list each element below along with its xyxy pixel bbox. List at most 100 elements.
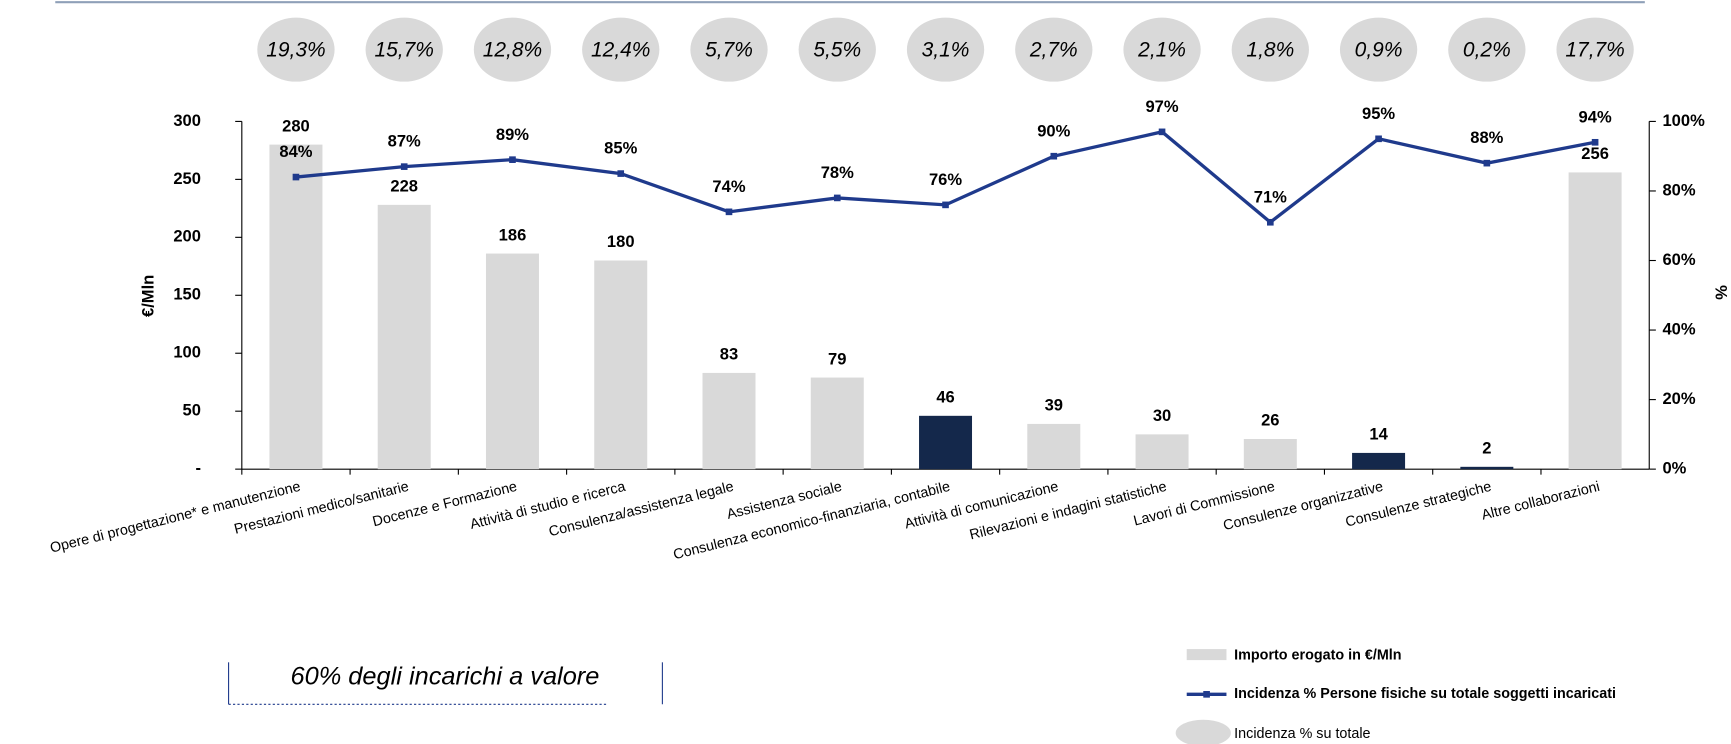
bubble — [582, 17, 660, 82]
line-marker — [942, 201, 949, 209]
line-label: 76% — [929, 170, 962, 189]
y-tick-label: 50 — [183, 401, 201, 420]
bar-label: 256 — [1581, 144, 1609, 163]
bar-label: 228 — [390, 177, 418, 196]
bubble — [1015, 17, 1093, 82]
line-label: 85% — [604, 139, 637, 158]
legend-swatch — [1175, 719, 1231, 744]
bar — [810, 377, 864, 470]
y-tick-label: - — [195, 459, 201, 478]
bubble — [365, 17, 443, 82]
bar — [1352, 452, 1406, 470]
bubble-label: 1,8% — [1246, 38, 1294, 61]
bar — [702, 372, 756, 470]
bubble — [1556, 17, 1634, 82]
bar-label: 46 — [936, 388, 954, 407]
bubble — [1231, 17, 1309, 82]
line-label: 94% — [1579, 107, 1612, 126]
legend-swatch — [1186, 649, 1227, 661]
legend-marker — [1203, 691, 1210, 698]
y-tick-label: 250 — [173, 169, 201, 188]
bar-label: 2 — [1482, 439, 1491, 458]
legend-label: Importo erogato in €/Mln — [1234, 647, 1401, 663]
bar — [1460, 466, 1514, 470]
line-marker — [1591, 138, 1599, 146]
bar — [1027, 423, 1081, 470]
bar — [269, 144, 323, 470]
line-marker — [1050, 152, 1058, 160]
y-tick-label: 300 — [173, 111, 201, 130]
bubble-label: 5,5% — [813, 38, 861, 61]
y2-tick-label: 60% — [1662, 250, 1695, 269]
bar-label: 26 — [1261, 411, 1279, 430]
annotation: 60% degli incarichi a valore — [290, 662, 599, 690]
bubble-label: 19,3% — [266, 38, 325, 61]
line-label: 74% — [712, 177, 745, 196]
bubble-label: 15,7% — [374, 38, 433, 61]
x-tick-label: Consulenza/assistenza legale — [547, 479, 735, 540]
line-label: 88% — [1470, 128, 1503, 147]
bar — [485, 253, 539, 470]
bar-label: 83 — [720, 345, 738, 364]
line-marker — [1267, 218, 1274, 226]
line-marker — [617, 170, 625, 177]
bubble-label: 3,1% — [922, 38, 970, 61]
bar-label: 280 — [282, 116, 310, 135]
y-axis-label: €/Mln — [138, 275, 157, 317]
line-marker — [292, 173, 300, 181]
bubble-label: 0,9% — [1355, 38, 1403, 61]
bubble-label: 0,2% — [1463, 38, 1511, 61]
bubble-label: 2,1% — [1137, 38, 1186, 61]
bar — [1135, 434, 1189, 470]
y2-tick-label: 0% — [1662, 459, 1686, 478]
bubble-label: 2,7% — [1029, 38, 1078, 61]
y2-axis-label: % — [1712, 285, 1731, 300]
line-marker — [1483, 159, 1491, 167]
y2-tick-label: 100% — [1662, 111, 1705, 130]
bubble — [906, 17, 985, 82]
line-marker — [1375, 135, 1382, 143]
line-label: 78% — [821, 163, 854, 182]
bubble-label: 12,8% — [483, 38, 542, 61]
bubble-label: 5,7% — [705, 38, 753, 61]
y-tick-label: 100 — [173, 343, 201, 362]
line-marker — [509, 156, 516, 163]
bar-label: 14 — [1369, 425, 1388, 444]
line-label: 71% — [1254, 187, 1287, 206]
legend-label: Incidenza % su totale — [1234, 726, 1370, 742]
line-label: 95% — [1362, 104, 1395, 123]
line-label: 84% — [279, 142, 312, 161]
bar-label: 79 — [828, 349, 846, 368]
legend-label: Incidenza % Persone fisiche su totale so… — [1234, 686, 1616, 702]
y-tick-label: 200 — [173, 227, 201, 246]
bubble — [257, 17, 335, 82]
bubble — [798, 17, 876, 82]
bubble-label: 17,7% — [1565, 38, 1624, 61]
x-tick-label: Rilevazioni e indagini statistiche — [968, 479, 1168, 544]
bubble — [1448, 17, 1526, 82]
bar — [594, 260, 648, 470]
line-marker — [1158, 128, 1166, 136]
line-marker — [725, 208, 733, 216]
bubble — [690, 17, 768, 82]
bar-label: 39 — [1045, 396, 1063, 415]
line-label: 89% — [496, 125, 529, 144]
bubble — [1123, 17, 1201, 82]
y-tick-label: 150 — [173, 285, 201, 304]
y2-tick-label: 40% — [1662, 319, 1695, 338]
bar — [1243, 439, 1297, 470]
line-label: 97% — [1145, 97, 1178, 116]
line-marker — [833, 194, 841, 202]
bar-label: 186 — [499, 225, 527, 244]
line-label: 90% — [1037, 121, 1070, 140]
bar-label: 30 — [1153, 406, 1171, 425]
bar — [1568, 172, 1622, 470]
line-label: 87% — [388, 132, 421, 151]
bubble — [473, 17, 552, 82]
y2-tick-label: 80% — [1662, 180, 1695, 199]
bar — [919, 415, 973, 470]
y2-tick-label: 20% — [1662, 389, 1695, 408]
bar-label: 180 — [607, 232, 635, 251]
bubble-label: 12,4% — [591, 38, 650, 61]
